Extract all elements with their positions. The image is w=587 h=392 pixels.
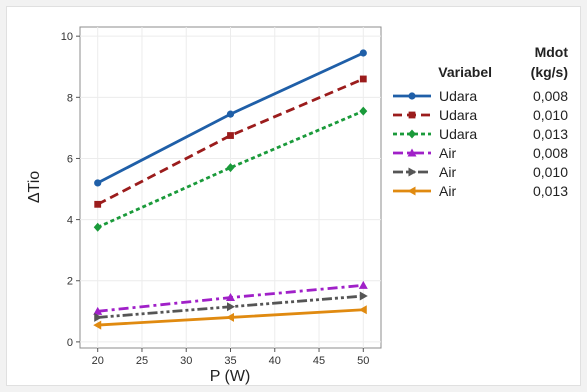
- x-tick-label: 20: [92, 355, 104, 367]
- y-axis-title: ΔTio: [26, 171, 43, 203]
- legend-entry: Udara 0,008: [393, 88, 568, 104]
- legend-swatch-marker: [408, 92, 416, 100]
- legend-label-variabel: Air: [439, 145, 456, 161]
- x-tick-label: 30: [180, 355, 192, 367]
- legend-label-variabel: Udara: [439, 88, 477, 104]
- data-point: [359, 106, 368, 116]
- legend-label-variabel: Udara: [439, 107, 477, 123]
- line-chart: 20 25 30 35 40 45 50 0 2 4 6 8 10 P (W) ΔTio Variabe…: [26, 26, 568, 385]
- data-point: [226, 312, 234, 322]
- data-point: [226, 293, 235, 302]
- series-udara-0-013: [93, 106, 368, 232]
- data-point: [359, 49, 367, 57]
- x-tick-label: 45: [313, 355, 325, 367]
- series-udara-0-010: [94, 75, 367, 208]
- legend-entry: Air 0,008: [393, 145, 568, 161]
- data-point: [93, 306, 103, 315]
- series-air-0-008: [93, 280, 368, 315]
- y-tick-label: 4: [67, 215, 73, 227]
- x-tick-label: 50: [357, 355, 369, 367]
- legend-swatch-marker: [408, 167, 417, 177]
- y-tick-label: 2: [67, 276, 73, 288]
- legend-swatch-marker: [407, 148, 417, 157]
- x-axis-title: P (W): [210, 368, 251, 385]
- data-point: [227, 132, 234, 139]
- data-point: [227, 302, 235, 312]
- data-point: [359, 75, 367, 83]
- x-tick-label: 25: [136, 355, 148, 367]
- legend-entry: Udara 0,013: [393, 126, 568, 142]
- legend-label-variabel: Udara: [439, 126, 477, 142]
- chart-frame: 20 25 30 35 40 45 50 0 2 4 6 8 10 P (W) ΔTio Variabe…: [6, 6, 581, 386]
- legend-label-mdot: 0,008: [533, 145, 568, 161]
- legend-swatch-marker: [408, 129, 416, 139]
- legend-header-mdot: Mdot: [535, 44, 569, 60]
- legend-label-mdot: 0,013: [533, 183, 568, 199]
- y-tick-label: 6: [67, 153, 73, 165]
- legend-entry: Air 0,013: [393, 183, 568, 199]
- data-point: [226, 110, 235, 118]
- data-point: [94, 179, 102, 187]
- series-air-0-010: [94, 291, 368, 322]
- data-point: [358, 280, 368, 289]
- series-line: [97, 77, 364, 206]
- data-point: [94, 200, 102, 208]
- x-tick-label: 40: [269, 355, 281, 367]
- legend-header-mdot-unit: (kg/s): [531, 64, 568, 80]
- series-layer: [93, 49, 368, 330]
- series-air-0-013: [93, 305, 367, 330]
- axis-ticks: 20 25 30 35 40 45 50 0 2 4 6 8 10: [61, 31, 370, 367]
- data-point: [93, 222, 102, 232]
- legend-label-variabel: Air: [439, 164, 456, 180]
- legend: Variabel Mdot (kg/s) Udara 0,008 Udara 0,01…: [393, 44, 568, 199]
- series-udara-0-008: [94, 49, 367, 187]
- data-point: [226, 163, 235, 173]
- data-point: [358, 305, 367, 315]
- legend-swatch-marker: [407, 186, 416, 196]
- data-point: [94, 312, 103, 322]
- legend-header-variabel: Variabel: [438, 64, 492, 80]
- legend-label-variabel: Air: [439, 183, 456, 199]
- legend-swatch-marker: [408, 111, 416, 119]
- legend-entry: Air 0,010: [393, 164, 568, 180]
- y-tick-label: 8: [67, 92, 73, 104]
- x-tick-label: 35: [224, 355, 236, 367]
- data-point: [359, 291, 368, 301]
- legend-label-mdot: 0,010: [533, 164, 568, 180]
- y-tick-label: 10: [61, 31, 73, 43]
- series-line: [97, 109, 364, 229]
- legend-label-mdot: 0,008: [533, 88, 568, 104]
- legend-entry: Udara 0,010: [393, 107, 568, 123]
- legend-label-mdot: 0,010: [533, 107, 568, 123]
- legend-label-mdot: 0,013: [533, 126, 568, 142]
- y-tick-label: 0: [67, 337, 73, 349]
- data-point: [93, 320, 102, 330]
